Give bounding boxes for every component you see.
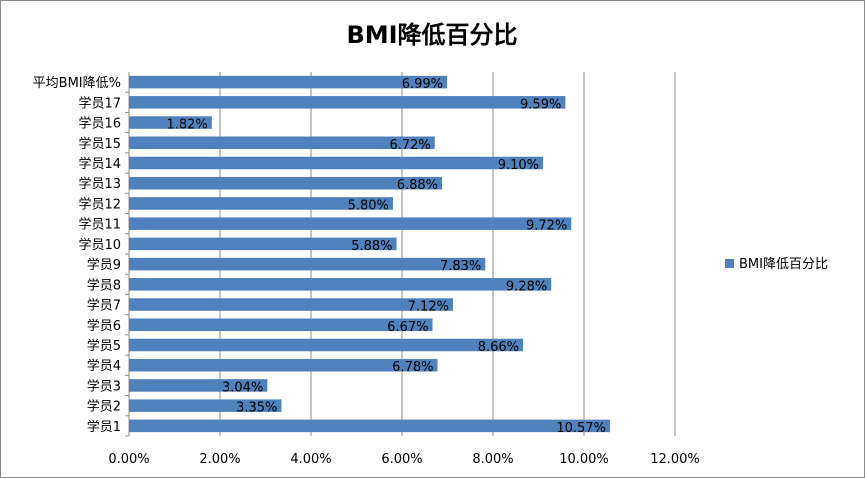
- data-label: 7.12%: [408, 300, 449, 315]
- bar: [129, 298, 453, 311]
- bar: [129, 419, 610, 433]
- data-label: 3.04%: [222, 380, 263, 395]
- legend: BMI降低百分比: [725, 257, 828, 272]
- category-label: 学员11: [78, 217, 121, 233]
- x-tick-label: 0.00%: [108, 452, 149, 467]
- category-label: 学员10: [78, 237, 121, 253]
- bar: [129, 237, 397, 251]
- category-label: 学员13: [78, 176, 121, 192]
- category-label: 学员2: [87, 399, 121, 415]
- data-label: 6.67%: [387, 320, 428, 335]
- x-tick-label: 12.00%: [650, 452, 700, 467]
- bar: [129, 96, 566, 109]
- bar: [129, 278, 552, 291]
- x-tick-label: 6.00%: [381, 452, 422, 467]
- data-label: 5.88%: [351, 239, 392, 254]
- bar: [129, 338, 524, 352]
- chart-title: BMI降低百分比: [346, 21, 517, 49]
- category-label: 学员1: [87, 419, 121, 435]
- data-label: 6.88%: [397, 178, 438, 193]
- category-label: 学员9: [87, 257, 121, 273]
- bar: [129, 358, 438, 372]
- bar: [129, 176, 443, 190]
- bar: [129, 257, 486, 271]
- bar: [129, 379, 268, 392]
- data-label: 1.82%: [166, 118, 207, 133]
- bar: [129, 318, 433, 332]
- category-label: 学员6: [87, 318, 121, 334]
- bar: [129, 197, 393, 210]
- data-label: 9.10%: [498, 158, 539, 173]
- bar: [129, 116, 212, 129]
- category-label: 学员4: [87, 358, 121, 374]
- data-label: 8.66%: [478, 340, 519, 355]
- data-label: 9.72%: [526, 219, 567, 234]
- x-tick-label: 10.00%: [559, 452, 609, 467]
- bar: [129, 399, 282, 412]
- data-label: 6.99%: [402, 77, 443, 92]
- data-labels: 10.57% 3.35% 3.04% 6.78% 8.66% 6.67% 7.12% 9.28…: [166, 77, 605, 436]
- bars: [129, 75, 610, 433]
- category-label: 学员14: [78, 156, 121, 172]
- category-label: 学员17: [78, 95, 121, 111]
- data-label: 3.35%: [236, 401, 277, 416]
- tick-labels: 0.00% 2.00% 4.00% 6.00% 8.00% 10.00% 12.00%: [108, 452, 699, 467]
- x-tick-label: 8.00%: [472, 452, 513, 467]
- data-label: 6.78%: [392, 360, 433, 375]
- data-label: 5.80%: [348, 198, 389, 213]
- category-label: 平均BMI降低%: [33, 76, 121, 91]
- bar: [129, 136, 435, 150]
- legend-label: BMI降低百分比: [739, 257, 828, 272]
- bar: [129, 217, 572, 230]
- legend-swatch: [725, 259, 734, 268]
- bar: [129, 75, 448, 89]
- category-label: 学员15: [78, 136, 121, 152]
- bar: [129, 156, 544, 170]
- category-label: 学员16: [78, 116, 121, 132]
- category-labels: 学员1 学员2 学员3 学员4 学员5 学员6 学员7 学员8 学员9 学员10 学员11 学员12 学…: [33, 76, 129, 437]
- x-tick-label: 4.00%: [290, 452, 331, 467]
- data-label: 9.28%: [506, 279, 547, 294]
- category-label: 学员8: [87, 277, 121, 293]
- category-label: 学员12: [78, 196, 121, 212]
- x-tick-label: 2.00%: [199, 452, 240, 467]
- data-label: 7.83%: [440, 259, 481, 274]
- data-label: 6.72%: [389, 138, 430, 153]
- category-label: 学员7: [87, 298, 121, 314]
- data-label: 10.57%: [556, 421, 606, 436]
- data-label: 9.59%: [520, 97, 561, 112]
- category-label: 学员3: [87, 378, 121, 394]
- category-label: 学员5: [87, 338, 121, 354]
